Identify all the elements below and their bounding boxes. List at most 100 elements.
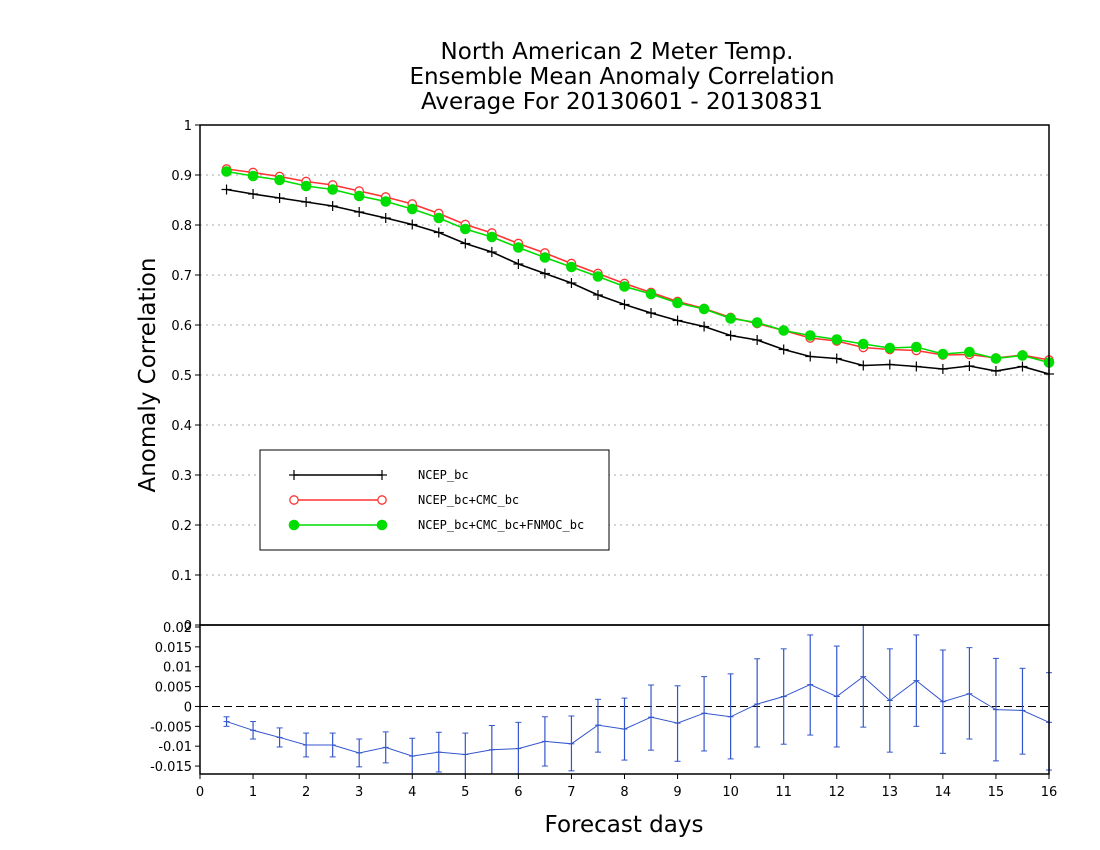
data-point [725, 330, 736, 341]
x-axis-ticks: 0 1 2 3 4 5 6 7 8 9 10 11 12 13 14 15 16 [196, 774, 1057, 800]
difference-series [223, 624, 1052, 775]
data-point [619, 281, 630, 292]
data-point [377, 470, 387, 480]
data-point [327, 184, 338, 195]
y-tick-label: 0.2 [171, 519, 192, 534]
data-point [592, 290, 603, 300]
data-point [698, 303, 710, 315]
y-tick-label: 0.5 [171, 369, 192, 384]
legend-entry: NCEP_bc+CMC_bc+FNMOC_bc [288, 518, 584, 532]
y-tick-label: 0.8 [171, 219, 192, 234]
data-point [486, 247, 497, 257]
x-tick-label: 5 [461, 785, 469, 800]
data-point [911, 341, 922, 353]
data-point [857, 338, 869, 350]
data-point [566, 261, 577, 273]
x-tick-label: 0 [196, 785, 204, 800]
data-point [778, 325, 789, 336]
bottom-panel-y-ticks: -0.015 -0.01 -0.005 0 0.005 0.01 0.015 0.02 [150, 621, 200, 775]
data-point [248, 189, 259, 199]
legend-label: NCEP_bc+CMC_bc [418, 493, 519, 507]
data-point [751, 317, 763, 328]
data-point [407, 219, 418, 230]
data-point [301, 197, 312, 207]
difference-line [226, 676, 1050, 757]
data-point [804, 330, 816, 341]
legend-entry: NCEP_bc [289, 468, 469, 482]
data-point [288, 519, 300, 531]
x-tick-label: 9 [673, 785, 681, 800]
data-point [513, 242, 524, 253]
x-tick-label: 3 [355, 785, 363, 800]
bottom-panel-series [223, 624, 1052, 775]
data-point [990, 353, 1002, 364]
x-tick-label: 2 [302, 785, 310, 800]
legend-label: NCEP_bc+CMC_bc+FNMOC_bc [418, 518, 584, 532]
data-point [327, 201, 338, 211]
series-3 [221, 166, 1055, 368]
y-tick-label: 0.015 [155, 641, 192, 656]
x-tick-label: 10 [722, 785, 739, 800]
x-tick-label: 11 [775, 785, 792, 800]
data-point [486, 231, 498, 243]
y-tick-label: 0.005 [155, 681, 192, 696]
y-tick-label: 1 [184, 119, 192, 134]
series-line [226, 168, 1050, 361]
data-point [221, 184, 232, 195]
y-tick-label: 0.9 [171, 169, 192, 184]
data-point [752, 335, 763, 345]
series-line [226, 188, 1050, 375]
title-line-3: Average For 20130601 - 20130831 [421, 89, 823, 115]
data-point [884, 342, 896, 354]
data-point [1017, 350, 1028, 361]
data-point [778, 344, 789, 355]
x-tick-label: 15 [988, 785, 1005, 800]
data-point [433, 212, 445, 224]
data-point [289, 470, 299, 480]
legend-label: NCEP_bc [418, 468, 469, 482]
x-tick-label: 7 [567, 785, 575, 800]
data-point [380, 213, 391, 223]
x-tick-label: 4 [408, 785, 416, 800]
data-point [300, 180, 312, 192]
data-point [539, 252, 551, 263]
y-tick-label: 0.01 [163, 661, 192, 676]
data-point [645, 288, 657, 300]
legend: NCEP_bc NCEP_bc+CMC_bc NCEP_bc+CMC_bc+FNMO… [259, 449, 610, 551]
title-line-2: Ensemble Mean Anomaly Correlation [409, 64, 834, 90]
top-panel-series [221, 164, 1055, 379]
data-point [354, 207, 365, 217]
data-point [646, 308, 657, 318]
data-point [289, 495, 299, 505]
data-point [247, 170, 259, 182]
data-point [831, 334, 843, 345]
y-tick-label: -0.005 [150, 720, 192, 735]
data-point [274, 193, 285, 203]
x-tick-label: 1 [249, 785, 257, 800]
data-point [377, 495, 387, 505]
data-point [884, 359, 895, 370]
bottom-panel-frame [199, 624, 1050, 775]
data-point [380, 196, 392, 207]
data-point [460, 238, 471, 249]
data-point [964, 361, 975, 371]
legend-entry: NCEP_bc+CMC_bc [289, 493, 519, 507]
data-point [274, 174, 285, 186]
y-tick-label: 0.6 [171, 319, 192, 334]
y-tick-label: -0.015 [150, 760, 192, 775]
series-line [226, 170, 1050, 364]
data-point [911, 361, 922, 372]
y-tick-label: 0.4 [171, 419, 192, 434]
data-point [990, 366, 1001, 376]
data-point [221, 166, 232, 177]
data-point [831, 353, 842, 364]
series-2 [221, 164, 1054, 365]
y-tick-label: 0.02 [163, 621, 192, 636]
data-point [672, 297, 683, 309]
x-tick-label: 13 [882, 785, 899, 800]
x-tick-label: 6 [514, 785, 522, 800]
x-tick-label: 14 [935, 785, 952, 800]
x-axis-title: Forecast days [545, 812, 704, 838]
y-tick-label: 0 [184, 619, 192, 634]
data-point [406, 203, 418, 215]
